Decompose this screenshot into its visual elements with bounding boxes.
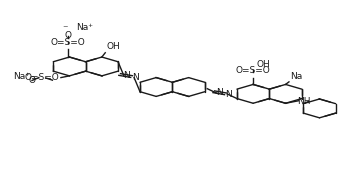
Text: OH: OH: [257, 60, 270, 69]
Text: Na⁺: Na⁺: [13, 72, 30, 81]
Text: Na⁺: Na⁺: [76, 23, 93, 32]
Text: OH: OH: [106, 42, 120, 51]
Text: O⁻: O⁻: [29, 76, 40, 85]
Text: ⁻: ⁻: [62, 24, 68, 34]
Text: O: O: [64, 31, 71, 40]
Text: Na: Na: [290, 72, 302, 81]
Text: N: N: [216, 88, 223, 97]
Text: N: N: [225, 90, 232, 99]
Text: O=S=O: O=S=O: [236, 66, 271, 75]
Text: O=S=O: O=S=O: [24, 73, 59, 82]
Text: N: N: [123, 70, 130, 80]
Text: O=S=O: O=S=O: [50, 38, 85, 47]
Text: N: N: [132, 73, 139, 82]
Text: NH: NH: [297, 97, 310, 106]
